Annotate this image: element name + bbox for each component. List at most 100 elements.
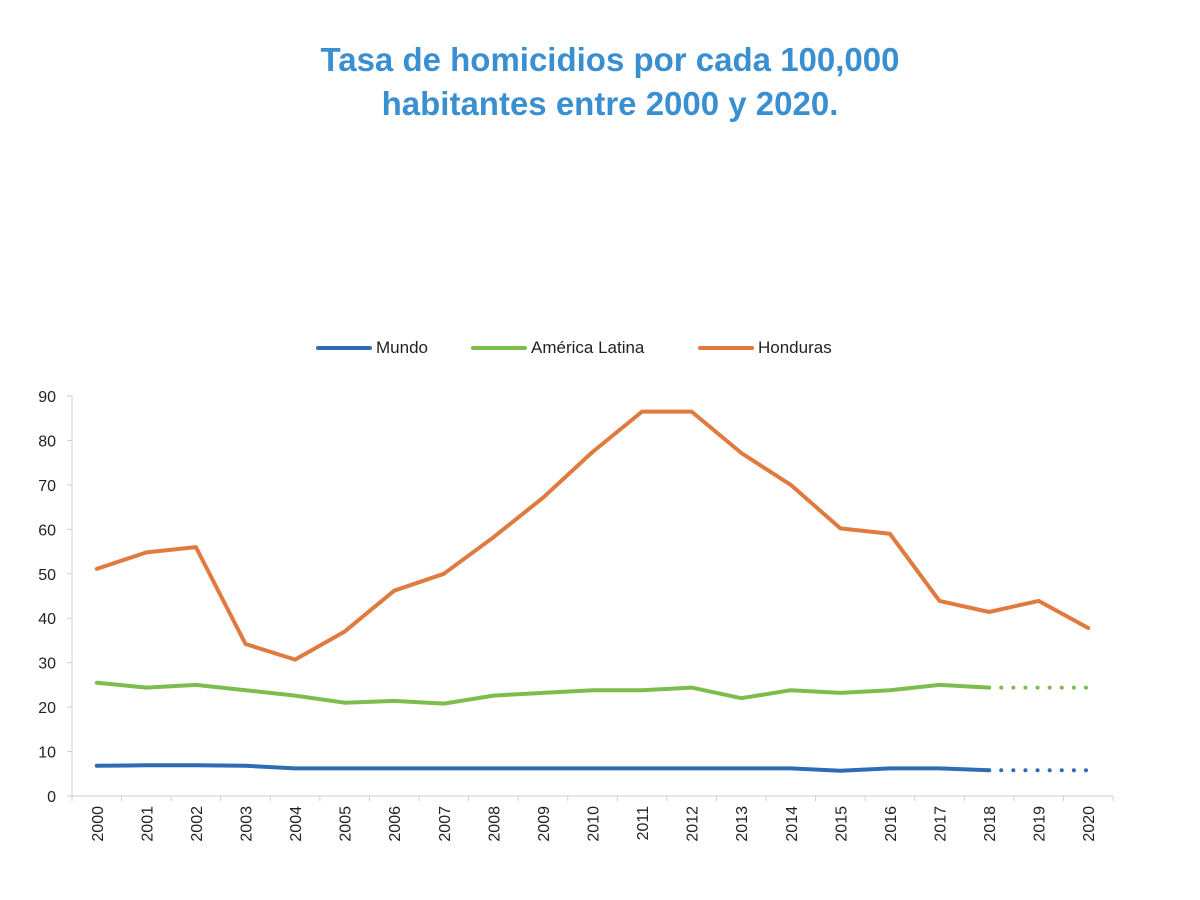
- x-axis: 2000 2001 2002 2003 2004 2005 2006 2007 2008 2009…: [71, 795, 1114, 842]
- y-tick-label: 0: [47, 789, 56, 806]
- x-tick-label: 2007: [437, 806, 454, 842]
- legend-label-honduras: Honduras: [758, 338, 832, 357]
- series-mundo-point: [343, 766, 347, 771]
- x-tick-label: 2008: [486, 806, 503, 842]
- x-tick-label: 2001: [139, 806, 156, 842]
- series-america-latina-point: [987, 685, 991, 690]
- chart-title: Tasa de homicidios por cada 100,000 habi…: [200, 38, 1020, 126]
- series-america-latina-point: [392, 699, 396, 703]
- x-tick-label: 2003: [239, 806, 256, 842]
- y-tick-label: 50: [38, 567, 56, 584]
- x-tick-label: 2019: [1032, 806, 1049, 842]
- x-tick-label: 2015: [833, 806, 850, 842]
- series-mundo-point: [491, 766, 495, 771]
- series-mundo-point: [541, 766, 545, 771]
- series-honduras-point: [243, 642, 248, 646]
- series-honduras-point: [690, 409, 694, 414]
- y-tick-label: 90: [38, 389, 56, 406]
- y-axis: 0 10 20 30 40 50 60 70 80 90: [38, 389, 73, 806]
- chart-title-line-2: habitantes entre 2000 y 2020.: [381, 85, 839, 122]
- x-tick-label: 2018: [982, 806, 999, 842]
- series-mundo-point: [690, 766, 694, 771]
- series-america-latina-point: [739, 696, 743, 700]
- series-layer: [94, 409, 1091, 773]
- series-mundo-point: [590, 766, 595, 771]
- series-honduras-point: [194, 545, 198, 549]
- x-tick-label: 2010: [586, 806, 603, 842]
- series-america-latina-point: [95, 681, 99, 685]
- series-mundo-point: [442, 766, 446, 771]
- series-mundo-point: [888, 766, 892, 771]
- series-honduras-point: [392, 589, 396, 593]
- series-mundo-point: [789, 766, 793, 771]
- legend-item-mundo: Mundo: [316, 336, 428, 360]
- series-mundo-point: [640, 766, 644, 771]
- series-america-latina-point: [194, 683, 198, 687]
- series-honduras-point: [937, 599, 942, 603]
- series-honduras-point: [144, 550, 148, 555]
- series-america-latina-point: [640, 688, 644, 692]
- y-tick-label: 60: [38, 522, 56, 539]
- y-tick-label: 70: [38, 478, 56, 495]
- series-america-latina-point: [442, 701, 446, 706]
- chart-title-line-1: Tasa de homicidios por cada 100,000: [320, 41, 900, 78]
- series-honduras-point: [1086, 626, 1090, 630]
- series-honduras-point: [987, 610, 991, 614]
- legend: Mundo América Latina Honduras: [0, 336, 1200, 360]
- series-mundo-point: [293, 766, 297, 771]
- series-america-latina-point: [789, 688, 793, 692]
- x-tick-label: 2000: [90, 806, 107, 842]
- series-america-latina-point: [541, 691, 545, 695]
- series-america-latina-point: [690, 685, 694, 690]
- series-honduras-point: [491, 535, 495, 539]
- y-tick-label: 80: [38, 433, 56, 450]
- x-tick-label: 2006: [387, 806, 404, 842]
- series-mundo-point: [194, 763, 198, 767]
- series-honduras-point: [95, 567, 99, 571]
- series-america-latina-point: [144, 685, 148, 690]
- series-honduras-point: [640, 409, 644, 414]
- series-mundo-point: [838, 769, 842, 773]
- series-honduras-point: [1037, 599, 1041, 603]
- x-tick-label: 2005: [338, 806, 355, 842]
- legend-label-america-latina: América Latina: [531, 338, 645, 357]
- legend-label-mundo: Mundo: [376, 338, 428, 357]
- x-tick-label: 2009: [536, 806, 553, 842]
- series-america-latina-point: [293, 693, 297, 698]
- series-honduras-point: [838, 526, 842, 531]
- legend-swatch-america-latina: [471, 346, 527, 350]
- series-mundo-point: [739, 766, 743, 771]
- series-mundo-point: [144, 763, 148, 767]
- series-honduras-point: [739, 451, 743, 455]
- y-tick-label: 10: [38, 745, 56, 762]
- series-america-latina-point: [590, 688, 595, 692]
- series-honduras-point: [541, 496, 545, 500]
- series-honduras-point: [343, 629, 347, 634]
- series-mundo-point: [95, 764, 99, 768]
- series-honduras-point: [888, 532, 892, 536]
- series-mundo-point: [392, 766, 396, 771]
- series-honduras-point: [293, 657, 297, 662]
- legend-item-honduras: Honduras: [698, 336, 832, 360]
- legend-item-america-latina: América Latina: [471, 336, 644, 360]
- x-tick-label: 2004: [288, 806, 305, 842]
- series-honduras-point: [442, 572, 446, 576]
- x-tick-label: 2012: [685, 806, 702, 842]
- y-tick-label: 40: [38, 611, 56, 628]
- series-america-latina-point: [888, 688, 892, 692]
- series-america-latina-point: [243, 688, 248, 692]
- x-tick-label: 2020: [1081, 806, 1098, 842]
- series-mundo-point: [243, 764, 248, 768]
- series-honduras-point: [789, 483, 793, 487]
- series-honduras-point: [590, 450, 595, 454]
- series-mundo-point: [937, 766, 942, 771]
- x-tick-label: 2013: [734, 806, 751, 842]
- series-honduras-line: [94, 409, 1091, 662]
- x-tick-label: 2011: [635, 806, 652, 841]
- y-tick-label: 30: [38, 656, 56, 673]
- y-tick-label: 20: [38, 700, 56, 717]
- series-america-latina-point: [937, 683, 942, 687]
- x-tick-label: 2017: [933, 806, 950, 842]
- legend-swatch-mundo: [316, 346, 372, 350]
